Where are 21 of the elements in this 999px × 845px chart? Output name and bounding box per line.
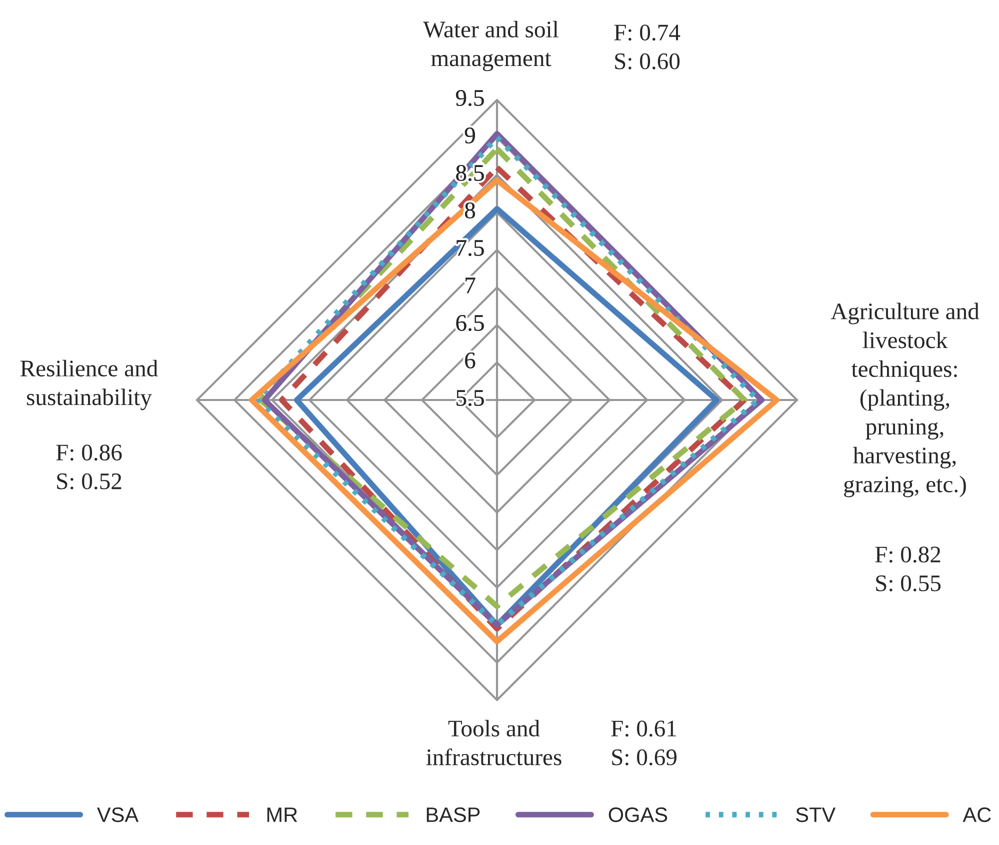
legend-label: MR bbox=[267, 808, 298, 822]
text: F: 0.86 S: 0.52 bbox=[56, 444, 122, 490]
text: F: 0.74 S: 0.60 bbox=[614, 24, 680, 70]
spoke-label: Water and soil management bbox=[423, 20, 558, 72]
legend-label: VSA bbox=[97, 807, 139, 822]
y-tick-label: 6.5 bbox=[456, 315, 484, 332]
spoke-label: Agriculture and livestock techniques: (planting, pruning, harvesting, grazing, etc.) bbox=[830, 302, 980, 498]
y-tick-label: 7.5 bbox=[456, 240, 484, 256]
legend-label: STV bbox=[796, 807, 836, 822]
spoke-label: Tools and infrastructures bbox=[426, 720, 562, 766]
y-tick-label: 9.5 bbox=[456, 90, 484, 106]
text: F: 0.82 S: 0.55 bbox=[875, 546, 941, 592]
y-tick-label: 5.5 bbox=[456, 390, 484, 406]
text: F: 0.61 S: 0.69 bbox=[611, 720, 676, 766]
legend-label: OGAS bbox=[608, 807, 668, 822]
y-tick-label: 7 bbox=[466, 278, 476, 294]
legend-label: AC bbox=[962, 807, 991, 822]
y-tick-label: 9 bbox=[464, 128, 475, 144]
spoke-label: Resilience and sustainability bbox=[20, 360, 158, 410]
y-tick-label: 6 bbox=[465, 352, 476, 368]
legend-label: BASP bbox=[426, 807, 480, 822]
